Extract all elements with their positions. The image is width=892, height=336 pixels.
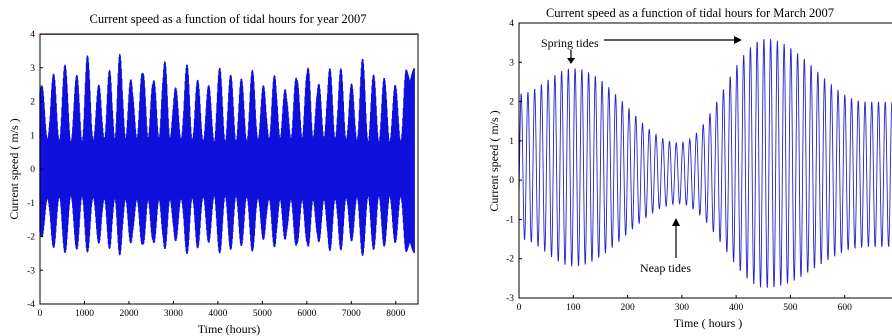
y-tick-label: -2 — [506, 255, 514, 265]
series-fill — [40, 102, 415, 218]
arrowhead-icon — [567, 58, 575, 64]
y-tick-label: -3 — [27, 266, 35, 276]
y-tick-label: 3 — [509, 58, 514, 68]
y-tick-label: 4 — [30, 30, 35, 40]
y-tick-label: 3 — [30, 64, 35, 74]
arrowhead-icon — [672, 218, 680, 226]
x-tick-label: 7000 — [342, 309, 361, 319]
x-tick-label: 1000 — [75, 309, 94, 319]
x-tick-label: 6000 — [297, 309, 316, 319]
y-tick-label: -3 — [506, 294, 514, 304]
axis-ticks: 010020030040050060070043210-1-2-3 — [506, 19, 892, 313]
annotation-spring-tides: Spring tides — [541, 36, 742, 64]
x-tick-label: 2000 — [119, 309, 138, 319]
x-tick-label: 300 — [675, 303, 690, 313]
x-axis-label: Time ( hours ) — [674, 316, 743, 330]
annotation-label: Neap tides — [640, 261, 691, 275]
x-tick-label: 600 — [838, 303, 853, 313]
chart-march: Current speed as a function of tidal hou… — [487, 6, 892, 330]
y-axis-label: Current speed ( m/s ) — [7, 118, 21, 219]
x-tick-label: 8000 — [386, 309, 405, 319]
series-line — [518, 39, 892, 288]
y-tick-label: 0 — [30, 165, 35, 175]
y-tick-label: 2 — [30, 98, 35, 108]
y-tick-label: 2 — [509, 98, 514, 108]
axis-ticks: 0 1000 2000 3000 4000 5000 6000 7000 8000 4 3 2 1 0 -1… — [27, 30, 405, 319]
y-tick-label: -1 — [27, 199, 35, 209]
chart-title: Current speed as a function of tidal hou… — [89, 12, 366, 26]
x-tick-label: 0 — [38, 309, 43, 319]
x-tick-label: 3000 — [164, 309, 183, 319]
y-tick-label: -1 — [506, 215, 514, 225]
x-tick-label: 0 — [517, 303, 522, 313]
x-tick-label: 4000 — [208, 309, 227, 319]
y-axis-label: Current speed ( m/s ) — [487, 110, 501, 211]
annotation-label: Spring tides — [541, 36, 599, 50]
annotation-neap-tides: Neap tides — [640, 218, 691, 275]
arrowhead-icon — [734, 36, 742, 44]
y-tick-label: 1 — [509, 137, 514, 147]
x-tick-label: 500 — [783, 303, 798, 313]
x-tick-label: 5000 — [253, 309, 272, 319]
x-tick-label: 400 — [729, 303, 744, 313]
y-tick-label: 0 — [509, 176, 514, 186]
x-tick-label: 200 — [620, 303, 635, 313]
y-tick-label: -2 — [27, 233, 35, 243]
y-tick-label: 1 — [30, 131, 35, 141]
chart-title: Current speed as a function of tidal hou… — [546, 6, 834, 20]
y-tick-label: 4 — [509, 19, 514, 29]
x-tick-label: 100 — [566, 303, 581, 313]
y-tick-label: -4 — [27, 300, 35, 310]
plot-frame — [518, 22, 892, 299]
chart-yearly: Current speed as a function of tidal hou… — [7, 12, 419, 336]
x-axis-label: Time (hours) — [198, 322, 261, 336]
